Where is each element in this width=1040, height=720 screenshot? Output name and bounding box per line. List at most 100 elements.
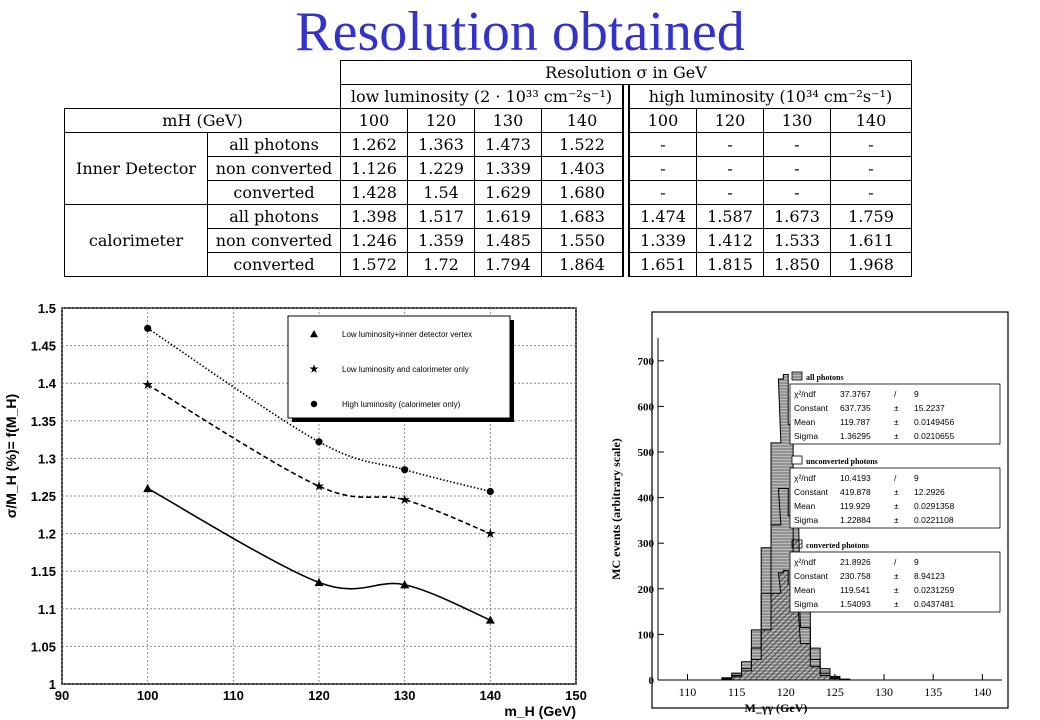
y-tick-label: 1.25 (31, 489, 56, 504)
table-cell: 1.246 (340, 228, 408, 253)
table-cell: 1.262 (340, 132, 408, 157)
table-cell: 1.550 (541, 228, 624, 253)
stats-cell: ± (894, 403, 899, 413)
data-point (142, 379, 153, 390)
histogram-series (721, 570, 851, 681)
stats-header: all photons (806, 373, 844, 382)
table-cell: 1.522 (541, 132, 624, 157)
legend-marker (309, 364, 319, 373)
stats-cell: / (894, 557, 897, 567)
stats-cell: 0.0437481 (914, 599, 954, 609)
stats-cell: ± (894, 585, 899, 595)
stats-cell: 37.3767 (840, 389, 871, 399)
y-tick-label: 1.5 (38, 301, 56, 316)
x-axis-label: M_γγ (GeV) (745, 701, 808, 715)
stats-swatch (791, 371, 803, 381)
mass-cell: 130 (763, 108, 831, 133)
mass-cell: 120 (696, 108, 764, 133)
table-cell: 1.651 (628, 252, 697, 277)
stats-cell: 119.929 (840, 501, 870, 511)
table-cell: - (830, 132, 912, 157)
data-point (315, 438, 323, 446)
table-header-resolution: Resolution σ in GeV (340, 60, 912, 85)
table-cell: 1.54 (407, 180, 475, 205)
table-cell: 1.587 (696, 204, 764, 229)
table-cell: 1.864 (541, 252, 624, 277)
table-row: converted 1.572 1.72 1.794 1.864 1.651 1… (65, 252, 912, 277)
stats-cell: ± (894, 487, 899, 497)
table-cell: 1.403 (541, 156, 624, 181)
table-cell: 1.126 (340, 156, 408, 181)
stats-cell: 1.36295 (840, 431, 871, 441)
diphoton-mass-histogram: 110 115 120 125 130 135 140 0 100 200 300 400 500 600… (610, 311, 1009, 715)
x-tick-label: 140 (479, 688, 501, 703)
data-point (314, 577, 324, 587)
table-cell: 1.473 (474, 132, 542, 157)
row-label: non converted (207, 228, 341, 253)
table-cell: - (763, 156, 831, 181)
table-cell: - (763, 132, 831, 157)
stats-cell: 0.0231259 (914, 585, 954, 595)
stats-cell: Constant (794, 487, 829, 497)
stats-cell: 21.8926 (840, 557, 871, 567)
table-cell: 1.968 (830, 252, 912, 277)
mass-cell: 120 (407, 108, 475, 133)
x-tick-label: 130 (875, 685, 893, 699)
table-cell: - (696, 156, 764, 181)
table-cell: - (628, 132, 697, 157)
resolution-vs-mass-chart: 90 100 110 120 130 140 150 1 1.05 1.1 1.15 1.2 1.25 1… (3, 301, 587, 719)
table-cell: 1.673 (763, 204, 831, 229)
table-cell: - (830, 180, 912, 205)
stats-cell: 637.735 (840, 403, 871, 413)
table-cell: - (763, 180, 831, 205)
stats-cell: Sigma (794, 599, 818, 609)
y-tick-label: 0 (649, 675, 655, 687)
table-cell: 1.629 (474, 180, 542, 205)
legend-label: Low luminosity+inner detector vertex (342, 330, 472, 339)
y-tick-label: 1.45 (31, 339, 56, 354)
stats-cell: / (894, 473, 897, 483)
data-point (143, 483, 153, 493)
y-axis-label: MC events (arbitrary scale) (610, 438, 623, 580)
series-line (147, 384, 491, 535)
y-tick-label: 300 (638, 538, 655, 550)
row-label: converted (207, 252, 341, 277)
table-cell: 1.517 (407, 204, 475, 229)
table-cell: 1.680 (541, 180, 624, 205)
stats-cell: 15.2237 (914, 403, 945, 413)
stats-cell: ± (894, 431, 899, 441)
stats-cell: / (894, 389, 897, 399)
page-title: Resolution obtained (295, 1, 745, 63)
table-cell: - (628, 156, 697, 181)
group-label: Inner Detector (64, 132, 208, 205)
table-cell: 1.72 (407, 252, 475, 277)
data-point (486, 487, 494, 496)
stats-cell: ± (894, 599, 899, 609)
legend-label: Low luminosity and calorimeter only (342, 365, 469, 374)
x-tick-label: 110 (223, 688, 244, 703)
stats-cell: 119.541 (840, 585, 870, 595)
stats-cell: χ²/ndf (794, 473, 816, 483)
y-tick-label: 1.15 (31, 564, 56, 579)
y-tick-label: 500 (638, 447, 655, 459)
table-cell: 1.759 (830, 204, 912, 229)
legend-label: High luminosity (calorimeter only) (342, 400, 461, 409)
mass-cell: 140 (830, 108, 912, 133)
mass-cell: 100 (628, 108, 697, 133)
legend (287, 315, 511, 419)
table-cell: 1.815 (696, 252, 764, 277)
y-tick-label: 1.35 (31, 414, 56, 429)
data-point (485, 528, 496, 538)
x-tick-label: 130 (394, 688, 416, 703)
y-tick-label: 1 (49, 677, 56, 692)
table-cell: 1.229 (407, 156, 475, 181)
table-mh-label: mH (GeV) (64, 108, 341, 133)
table-cell: 1.339 (474, 156, 542, 181)
y-tick-label: 1.2 (38, 527, 56, 542)
x-tick-label: 135 (924, 685, 942, 699)
stats-cell: ± (894, 417, 899, 427)
table-cell: 1.474 (628, 204, 697, 229)
table-cell: 1.428 (340, 180, 408, 205)
x-tick-label: 120 (308, 688, 330, 703)
stats-cell: Mean (794, 501, 816, 511)
